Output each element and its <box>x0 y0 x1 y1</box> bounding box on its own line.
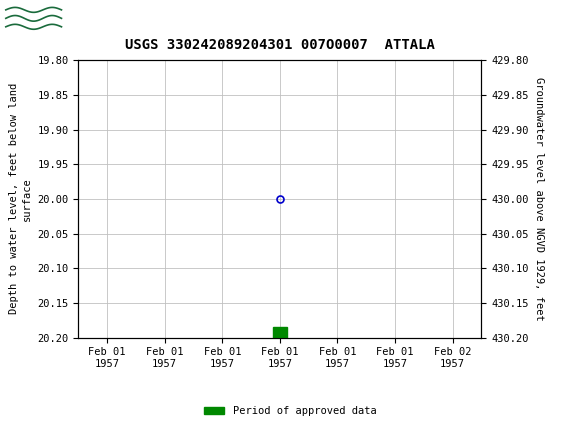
Bar <box>273 327 287 338</box>
Y-axis label: Groundwater level above NGVD 1929, feet: Groundwater level above NGVD 1929, feet <box>534 77 544 321</box>
FancyBboxPatch shape <box>5 3 63 32</box>
Legend: Period of approved data: Period of approved data <box>200 402 380 421</box>
Y-axis label: Depth to water level, feet below land
surface: Depth to water level, feet below land su… <box>9 83 32 314</box>
Title: USGS 330242089204301 007O0007  ATTALA: USGS 330242089204301 007O0007 ATTALA <box>125 38 435 52</box>
Text: USGS: USGS <box>72 8 123 28</box>
